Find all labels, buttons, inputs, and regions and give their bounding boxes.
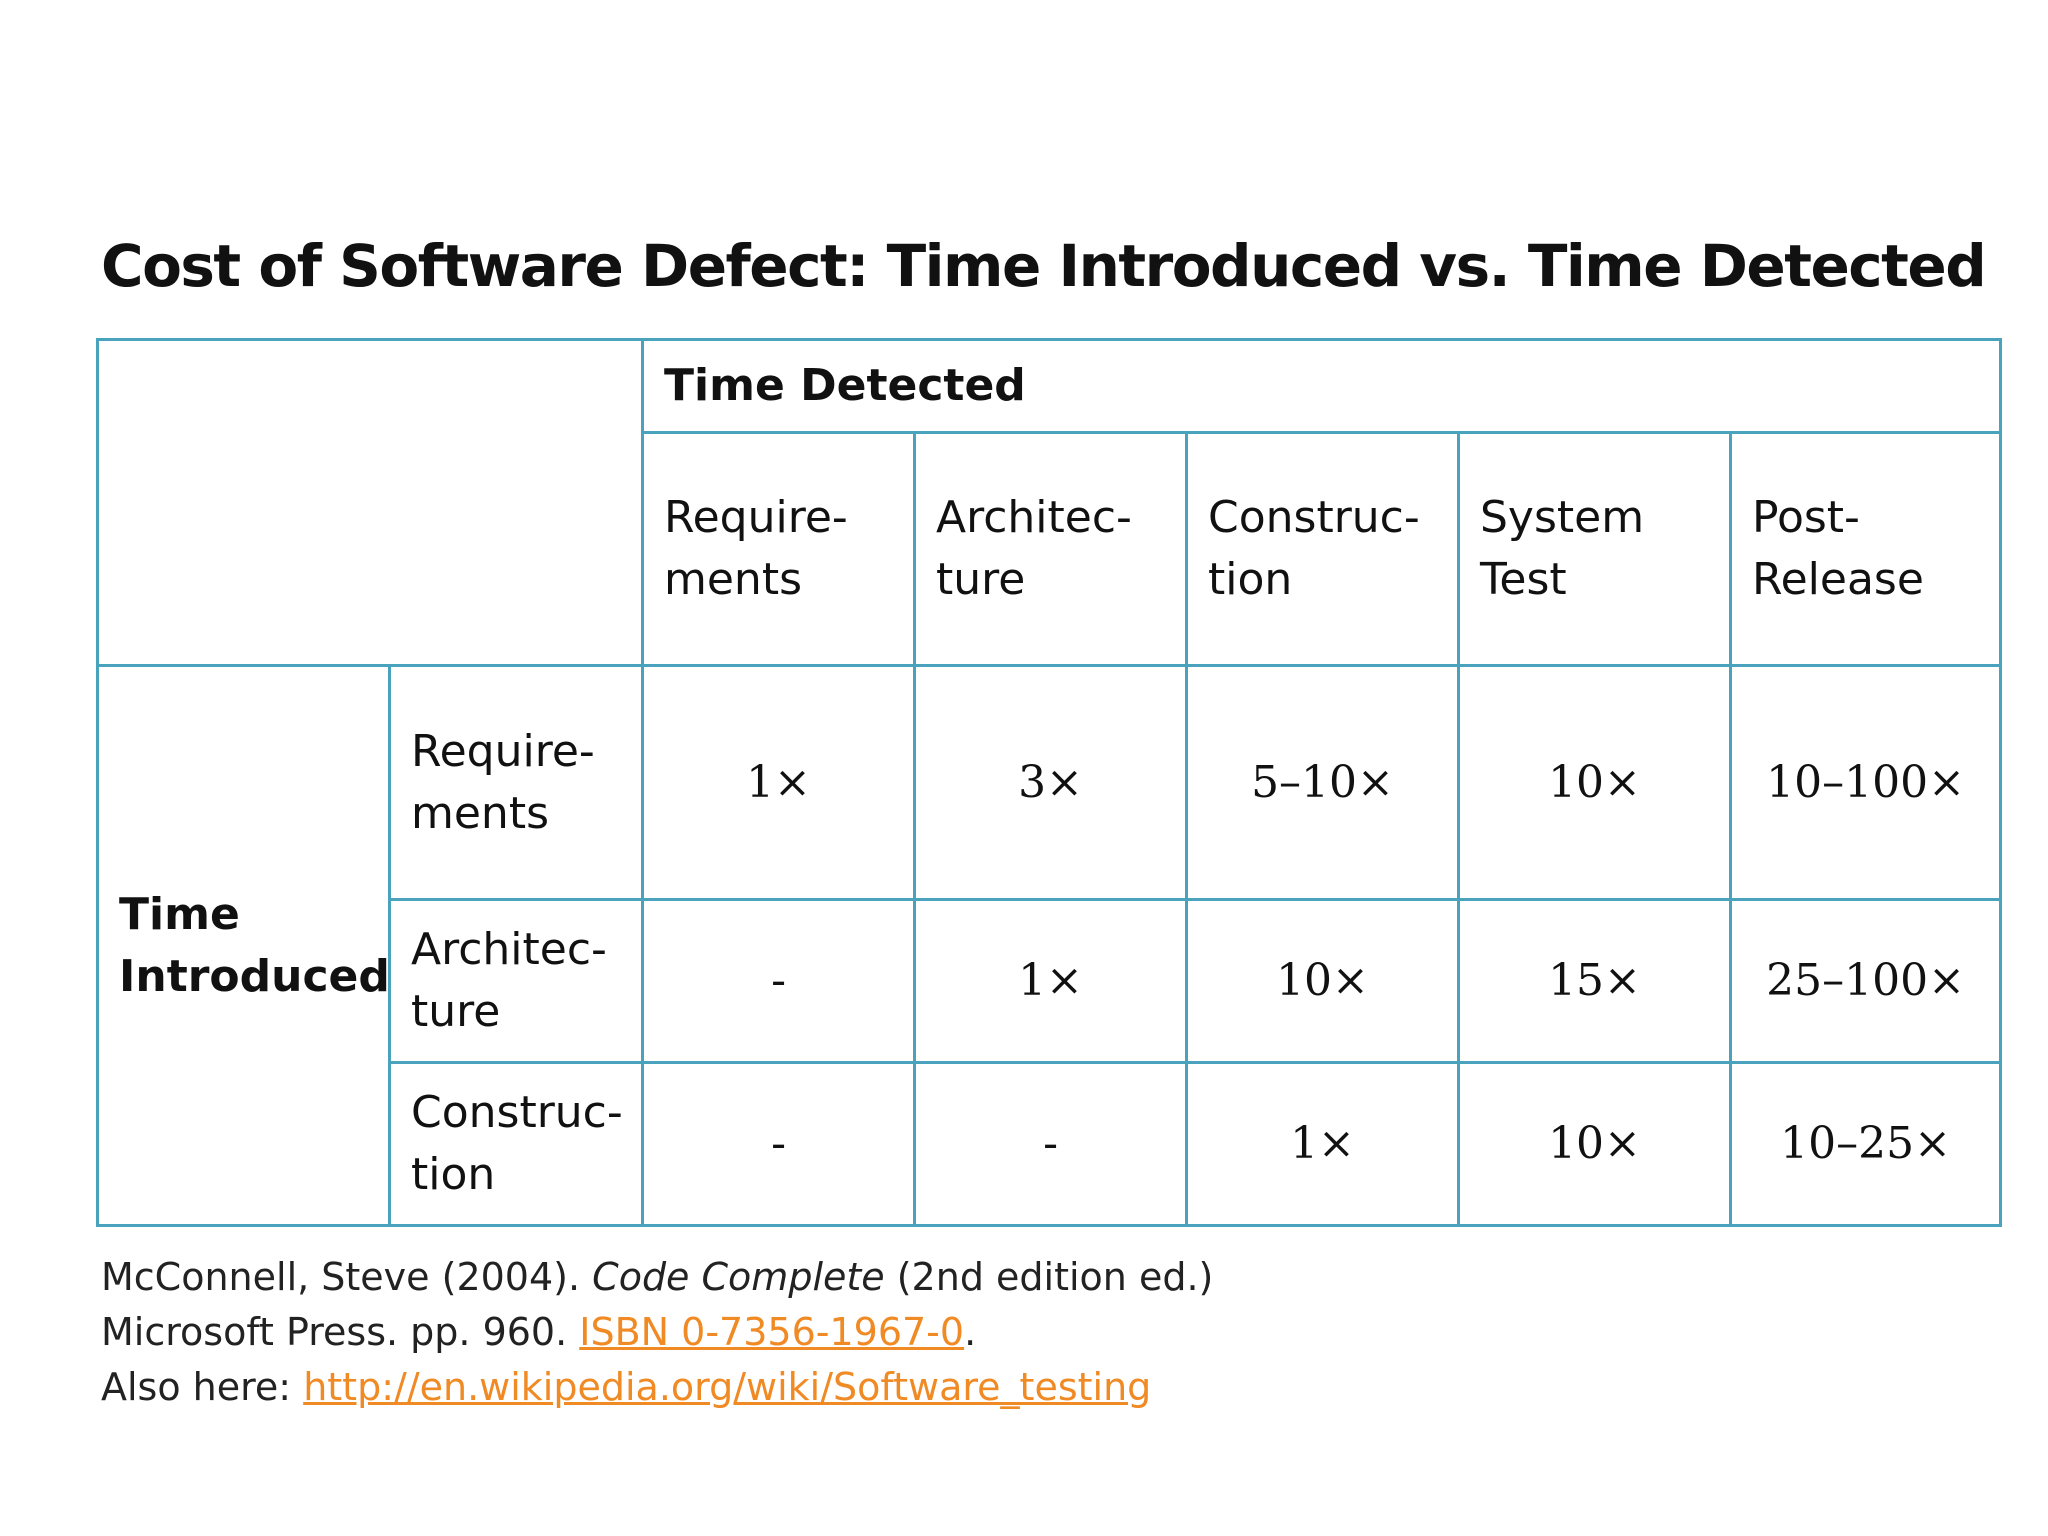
table-header-row: Time Detected <box>96 338 2003 667</box>
row-label-architecture-line1: Architec- <box>411 924 607 975</box>
row-label-construction-line1: Construc- <box>411 1087 623 1138</box>
col-header-requirements-line1: Require- <box>664 492 848 543</box>
isbn-link[interactable]: ISBN 0-7356-1967-0 <box>579 1310 965 1354</box>
col-header-system-test: System Test <box>1457 431 1732 667</box>
citation-line-3: Also here: http://en.wikipedia.org/wiki/… <box>101 1360 1213 1415</box>
citation-book-title: Code Complete <box>592 1255 885 1299</box>
cell-value: 10× <box>1457 664 1732 901</box>
cell-value: 15× <box>1457 898 1732 1064</box>
col-header-construction-line2: tion <box>1208 554 1293 605</box>
cell-value: 1× <box>1185 1061 1460 1227</box>
cell-value: - <box>913 1061 1188 1227</box>
row-label-construction: Construc- tion <box>388 1061 644 1227</box>
cell-value: 10–25× <box>1728 1061 2003 1227</box>
citation-period: . <box>964 1310 977 1354</box>
cell-value: 5–10× <box>1185 664 1460 901</box>
col-header-construction: Construc- tion <box>1185 431 1460 667</box>
slide-title: Cost of Software Defect: Time Introduced… <box>101 232 1987 300</box>
table-row-construction: Construc- tion - - 1× 10× 10–25× <box>98 1061 2003 1227</box>
empty-corner-cell <box>96 338 644 667</box>
cell-value: 10× <box>1185 898 1460 1064</box>
time-introduced-line2: Introduced <box>119 950 390 1002</box>
table-row-architecture: Architec- ture - 1× 10× 15× 25–100× <box>98 898 2003 1064</box>
cell-value: 10–100× <box>1728 664 2003 901</box>
row-label-requirements-line2: ments <box>411 787 549 839</box>
column-headers-row: Require- ments Architec- ture Construc- … <box>98 431 2003 667</box>
col-header-architecture: Architec- ture <box>913 431 1188 667</box>
row-label-requirements: Require- ments <box>388 664 644 901</box>
col-header-architecture-line2: ture <box>936 554 1026 605</box>
defect-cost-table: Time Detected Require- ments Architec- t… <box>96 338 2003 1227</box>
citation-publisher: Microsoft Press. pp. 960. <box>101 1310 580 1354</box>
row-label-requirements-line1: Require- <box>411 725 595 777</box>
time-introduced-line1: Time <box>119 888 240 940</box>
col-header-post-release-line1: Post- <box>1752 492 1860 543</box>
col-header-system-test-line2: Test <box>1480 554 1567 605</box>
citation-author: McConnell, Steve (2004). <box>101 1255 593 1299</box>
cell-value: 25–100× <box>1728 898 2003 1064</box>
cell-value: 3× <box>913 664 1188 901</box>
citation: McConnell, Steve (2004). Code Complete (… <box>101 1250 1213 1415</box>
col-header-system-test-line1: System <box>1480 492 1645 543</box>
citation-line-1: McConnell, Steve (2004). Code Complete (… <box>101 1250 1213 1305</box>
row-label-architecture-line2: ture <box>411 986 501 1037</box>
wikipedia-link[interactable]: http://en.wikipedia.org/wiki/Software_te… <box>303 1365 1152 1409</box>
cell-value: - <box>641 1061 916 1227</box>
col-header-requirements: Require- ments <box>641 431 916 667</box>
row-label-construction-line2: tion <box>411 1149 496 1200</box>
col-header-post-release: Post- Release <box>1728 431 2003 667</box>
cell-value: 1× <box>913 898 1188 1064</box>
table-row-requirements: Time Introduced Require- ments 1× 3× 5–1… <box>96 664 2003 1227</box>
citation-line-2: Microsoft Press. pp. 960. ISBN 0-7356-19… <box>101 1305 1213 1360</box>
row-label-architecture: Architec- ture <box>388 898 644 1064</box>
col-header-post-release-line2: Release <box>1752 554 1924 605</box>
time-detected-header: Time Detected <box>640 338 2003 434</box>
citation-also-here: Also here: <box>101 1365 304 1409</box>
cell-value: - <box>641 898 916 1064</box>
cell-value: 10× <box>1457 1061 1732 1227</box>
citation-edition: (2nd edition ed.) <box>884 1255 1214 1299</box>
col-header-construction-line1: Construc- <box>1208 492 1420 543</box>
col-header-requirements-line2: ments <box>664 554 802 605</box>
cell-value: 1× <box>641 664 916 901</box>
time-introduced-header: Time Introduced <box>96 664 391 1227</box>
col-header-architecture-line1: Architec- <box>936 492 1132 543</box>
